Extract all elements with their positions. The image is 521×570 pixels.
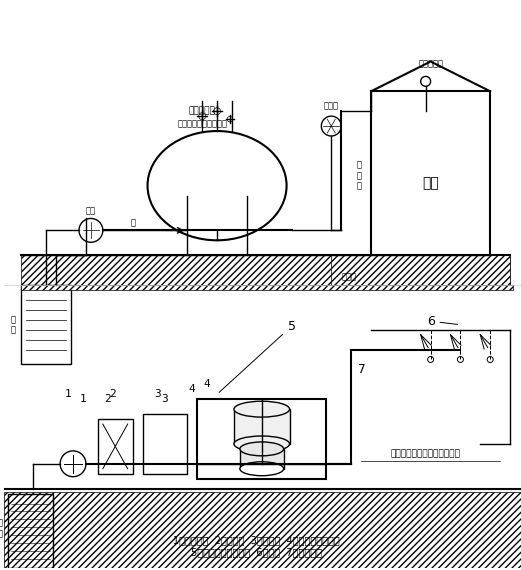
Text: 泡沫产生器: 泡沫产生器 (418, 59, 443, 68)
Text: 压力式空气泡沫比例混合装置: 压力式空气泡沫比例混合装置 (391, 449, 461, 458)
Text: 空气泡沫比例混合装置: 空气泡沫比例混合装置 (177, 120, 227, 129)
Bar (371, 91, 490, 275)
Text: 7: 7 (357, 363, 365, 376)
Text: 混
合
液: 混 合 液 (356, 161, 362, 190)
Text: 泡沫枪: 泡沫枪 (324, 101, 339, 111)
Text: 4: 4 (189, 384, 195, 394)
Bar (331, 255, 510, 285)
Bar (143, 414, 187, 474)
Bar (21, 255, 510, 285)
Bar (8, 494, 53, 568)
Text: 水
池: 水 池 (11, 315, 16, 335)
Bar (98, 419, 133, 474)
Text: 1: 1 (80, 394, 86, 404)
Text: 3: 3 (162, 394, 168, 404)
Bar (21, 285, 513, 290)
Text: 水
池: 水 池 (0, 519, 3, 538)
Text: 储罐压力式: 储罐压力式 (189, 107, 216, 116)
Text: 水: 水 (130, 218, 135, 227)
Ellipse shape (234, 401, 290, 417)
Text: 6: 6 (427, 315, 457, 328)
Bar (197, 399, 326, 479)
Bar (21, 285, 71, 364)
Bar (4, 491, 521, 568)
Bar (234, 409, 290, 444)
Ellipse shape (234, 436, 290, 452)
Text: 2: 2 (109, 389, 116, 399)
Bar (240, 449, 283, 469)
Text: 油罐: 油罐 (422, 176, 439, 190)
Text: 2: 2 (104, 394, 111, 404)
Ellipse shape (240, 462, 283, 476)
Text: 水泵: 水泵 (86, 206, 96, 215)
Text: 4: 4 (204, 379, 210, 389)
Text: 1: 1 (65, 389, 71, 399)
Text: 防护堤: 防护堤 (341, 272, 356, 282)
Text: 5: 5 (219, 320, 295, 392)
Text: 3: 3 (154, 389, 161, 399)
Ellipse shape (240, 442, 283, 456)
Text: 1、消防水泵  2、控制柜  3、雨淋阀  4、比例混合器总成
5、泡沫液出口电磁阀  6、探头  7、泡沫喷头: 1、消防水泵 2、控制柜 3、雨淋阀 4、比例混合器总成 5、泡沫液出口电磁阀 … (173, 535, 340, 557)
